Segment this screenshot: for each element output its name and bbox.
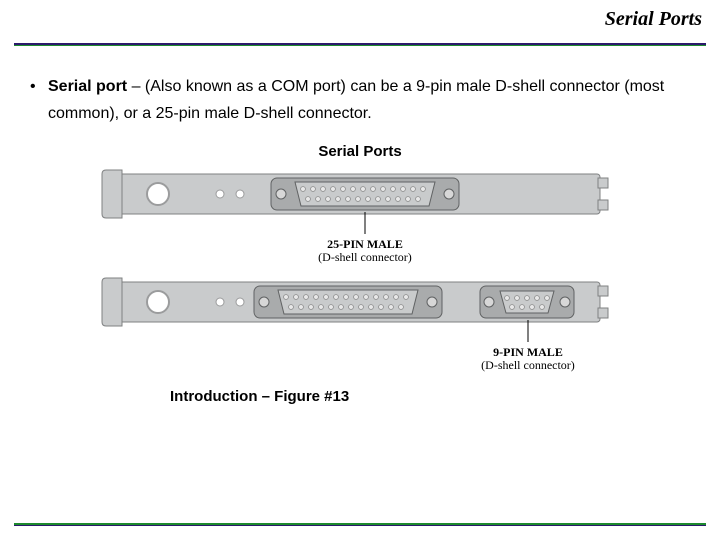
db9-connector <box>480 286 574 318</box>
diagram-area: 25-PIN MALE (D-shell connector) <box>0 168 720 374</box>
diagram-subtitle: Serial Ports <box>0 143 720 160</box>
bottom-label-l2: (D-shell connector) <box>481 358 575 372</box>
db25-connector <box>271 178 459 210</box>
top-label-l2: (D-shell connector) <box>318 250 412 264</box>
svg-text:9-PIN MALE: 9-PIN MALE <box>493 345 563 359</box>
figure-caption: Introduction – Figure #13 <box>0 388 720 405</box>
bracket-bottom-svg: 9-PIN MALE (D-shell connector) <box>100 276 620 374</box>
bullet-lead: Serial port <box>48 78 127 95</box>
bullet-block: • Serial port – (Also known as a COM por… <box>0 51 720 137</box>
svg-text:25-PIN MALE: 25-PIN MALE <box>327 237 403 251</box>
bottom-rule <box>14 523 706 526</box>
top-rule <box>14 43 706 46</box>
bracket-bottom: 9-PIN MALE (D-shell connector) <box>100 276 620 374</box>
top-label-l1: 25-PIN MALE <box>327 237 403 251</box>
bottom-label-l1: 9-PIN MALE <box>493 345 563 359</box>
db25-connector <box>254 286 442 318</box>
bracket-top: 25-PIN MALE (D-shell connector) <box>100 168 620 266</box>
bullet-text: Serial port – (Also known as a COM port)… <box>48 73 696 127</box>
bullet-rest: – (Also known as a COM port) can be a 9-… <box>48 78 664 122</box>
bracket-top-svg: 25-PIN MALE (D-shell connector) <box>100 168 620 266</box>
page-title: Serial Ports <box>605 8 702 30</box>
bullet-marker: • <box>30 73 48 127</box>
